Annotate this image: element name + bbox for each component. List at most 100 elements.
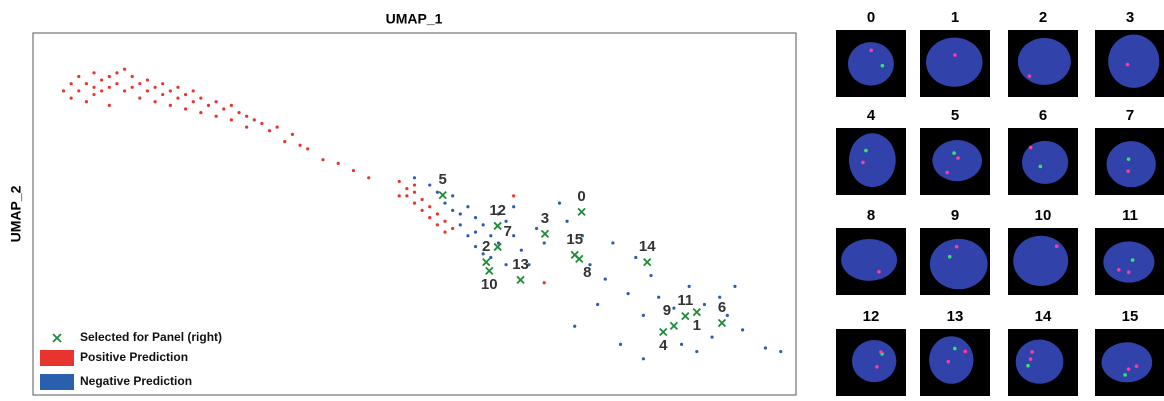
- point: [512, 205, 515, 208]
- selected-marker: [670, 322, 677, 329]
- point: [466, 205, 469, 208]
- point: [138, 97, 141, 100]
- point: [161, 93, 164, 96]
- point: [672, 307, 675, 310]
- nucleus: [852, 340, 896, 382]
- point: [92, 71, 95, 74]
- point: [413, 202, 416, 205]
- point: [260, 122, 263, 125]
- point: [131, 75, 134, 78]
- point: [566, 220, 569, 223]
- point: [268, 129, 271, 132]
- panel-label: 12: [863, 308, 880, 325]
- point: [291, 133, 294, 136]
- signal-dot: [1039, 165, 1043, 169]
- point: [115, 71, 118, 74]
- point: [123, 89, 126, 92]
- point: [215, 115, 218, 118]
- point: [398, 194, 401, 197]
- point: [741, 328, 744, 331]
- panel-label: 14: [1035, 308, 1052, 325]
- point: [466, 234, 469, 237]
- point: [680, 343, 683, 346]
- point: [230, 118, 233, 121]
- legend-swatch: [40, 374, 74, 390]
- point: [146, 89, 149, 92]
- nucleus: [926, 38, 983, 87]
- point: [459, 212, 462, 215]
- panel-label: 10: [1035, 207, 1052, 224]
- point: [176, 86, 179, 89]
- point: [123, 68, 126, 71]
- point: [413, 183, 416, 186]
- signal-dot: [947, 360, 951, 364]
- point: [703, 303, 706, 306]
- nucleus: [849, 133, 896, 187]
- point: [199, 97, 202, 100]
- nucleus: [1018, 38, 1071, 85]
- point: [726, 314, 729, 317]
- point: [413, 191, 416, 194]
- point: [642, 314, 645, 317]
- signal-dot: [1055, 244, 1059, 248]
- point-label: 14: [639, 238, 656, 255]
- point: [352, 169, 355, 172]
- panel-label: 4: [867, 107, 876, 124]
- point-label: 2: [482, 238, 490, 255]
- point: [77, 89, 80, 92]
- selected-marker: [571, 251, 578, 258]
- signal-dot: [948, 255, 952, 259]
- selected-marker: [578, 208, 585, 215]
- point: [535, 227, 538, 230]
- point: [184, 107, 187, 110]
- signal-dot: [877, 270, 881, 274]
- point: [100, 78, 103, 81]
- point: [405, 194, 408, 197]
- point: [207, 104, 210, 107]
- panel-label: 7: [1126, 107, 1134, 124]
- point: [367, 176, 370, 179]
- point: [92, 86, 95, 89]
- point: [489, 234, 492, 237]
- signal-dot: [1030, 350, 1034, 354]
- point: [92, 93, 95, 96]
- signal-dot: [1127, 270, 1131, 274]
- selected-marker: [660, 329, 667, 336]
- signal-dot: [953, 347, 957, 351]
- point: [192, 100, 195, 103]
- signal-dot: [955, 245, 959, 249]
- selected-marker: [682, 313, 689, 320]
- point: [100, 89, 103, 92]
- point: [764, 346, 767, 349]
- point: [398, 180, 401, 183]
- signal-dot: [1123, 373, 1127, 377]
- nucleus: [1108, 35, 1159, 88]
- point: [283, 140, 286, 143]
- point: [642, 357, 645, 360]
- selected-marker: [439, 192, 446, 199]
- selected-marker: [517, 276, 524, 283]
- point: [70, 97, 73, 100]
- point: [108, 75, 111, 78]
- signal-dot: [875, 365, 879, 369]
- signal-dot: [1131, 258, 1135, 262]
- panel-label: 5: [951, 107, 959, 124]
- x-axis-title: UMAP_1: [386, 11, 443, 27]
- point: [474, 245, 477, 248]
- page: UMAP_1 UMAP_2 0123456789101112131415 012…: [0, 0, 1164, 396]
- point: [710, 335, 713, 338]
- point: [138, 82, 141, 85]
- point: [276, 126, 279, 129]
- point: [421, 198, 424, 201]
- point-label: 10: [481, 276, 498, 293]
- point: [192, 89, 195, 92]
- nucleus: [1107, 141, 1156, 187]
- point: [184, 93, 187, 96]
- point: [443, 220, 446, 223]
- nucleus: [932, 140, 982, 181]
- signal-dot: [1127, 367, 1131, 371]
- point: [779, 350, 782, 353]
- point-label: 4: [659, 337, 668, 354]
- panel-label: 15: [1122, 308, 1139, 325]
- point: [573, 325, 576, 328]
